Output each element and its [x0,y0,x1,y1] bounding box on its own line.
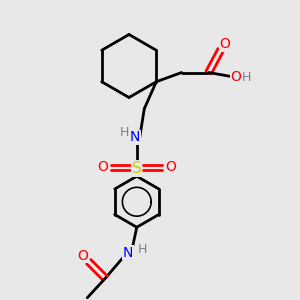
Text: S: S [132,161,142,176]
Text: H: H [120,126,130,139]
Text: N: N [130,130,140,144]
Text: O: O [77,249,88,263]
Text: O: O [230,70,241,84]
Text: N: N [123,246,133,260]
Text: H: H [242,70,251,83]
Text: O: O [165,160,176,174]
Text: H: H [138,243,148,256]
Text: O: O [98,160,108,174]
Text: O: O [220,37,231,51]
